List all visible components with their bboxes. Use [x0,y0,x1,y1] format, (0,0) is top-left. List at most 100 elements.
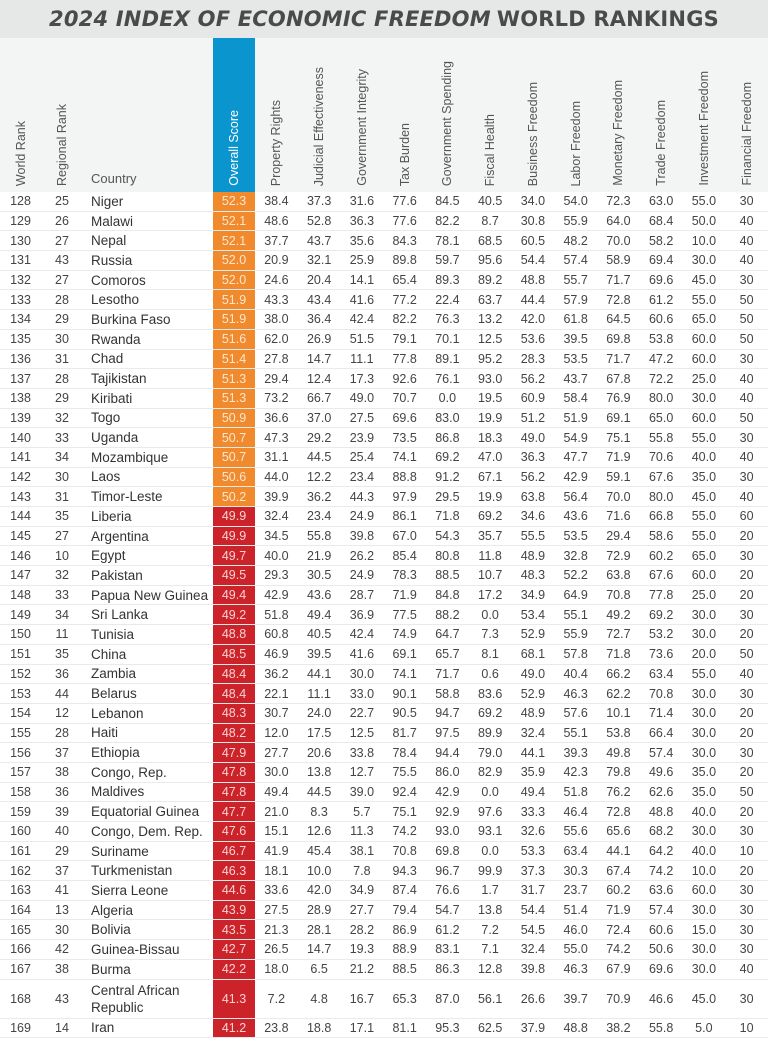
cell-trade-freedom: 65.0 [648,410,674,425]
cell-judicial-effectiveness: 11.1 [307,686,331,701]
cell-monetary-freedom: 74.2 [606,942,631,957]
table-row: 155 28 Haiti 48.2 12.0 17.5 12.5 81.7 97.5 89.9 32… [0,723,768,744]
overall-score-cell: 49.4 [213,585,255,605]
cell-business-freedom: 53.4 [520,607,546,622]
cell-judicial-effectiveness: 12.6 [306,824,332,839]
cell-labor-freedom: 61.8 [563,312,588,327]
cell-labor-freedom: 40.4 [563,666,588,681]
cell-regional-rank: 34 [55,607,69,622]
cell-government-spending: 69.2 [435,450,460,465]
cell-financial-freedom: 20 [739,863,754,878]
cell-fiscal-health: 19.9 [477,410,503,425]
cell-trade-freedom: 60.6 [648,312,674,327]
cell-financial-freedom: 20 [739,765,754,780]
cell-world-rank: 154 [10,706,31,721]
cell-investment-freedom: 60.0 [691,332,717,347]
cell-business-freedom: 31.7 [520,883,546,898]
cell-trade-freedom: 73.6 [648,647,674,662]
cell-government-integrity: 51.5 [349,332,375,347]
cell-fiscal-health: 89.2 [477,273,503,288]
cell-tax-burden: 90.5 [392,706,417,721]
table-row: 144 35 Liberia 49.9 32.4 23.4 24.9 86.1 71.8 69.2… [0,507,768,527]
cell-government-spending: 96.7 [435,863,460,878]
overall-score-cell: 52.0 [213,251,255,270]
cell-country: Tajikistan [91,371,147,387]
cell-trade-freedom: 80.0 [648,391,674,406]
cell-world-rank: 162 [10,863,31,878]
cell-world-rank: 158 [10,784,31,799]
cell-property-rights: 29.3 [264,568,289,583]
cell-trade-freedom: 69.6 [648,273,674,288]
cell-investment-freedom: 30.0 [691,627,717,642]
cell-business-freedom: 42.0 [520,312,546,327]
overall-score-cell: 46.7 [213,841,255,861]
cell-labor-freedom: 54.0 [563,194,588,209]
cell-tax-burden: 65.4 [392,273,417,288]
cell-judicial-effectiveness: 43.4 [306,292,332,307]
cell-property-rights: 36.2 [264,666,289,681]
cell-judicial-effectiveness: 20.6 [306,745,332,760]
cell-financial-freedom: 30 [739,903,754,918]
cell-government-integrity: 17.1 [349,1020,375,1035]
cell-tax-burden: 65.3 [392,991,417,1006]
cell-judicial-effectiveness: 21.9 [306,548,332,563]
cell-tax-burden: 74.1 [392,666,417,681]
table-row: 165 30 Bolivia 43.5 21.3 28.1 28.2 86.9 61.2 7.2 5… [0,920,768,941]
cell-government-spending: 65.7 [435,647,460,662]
cell-tax-burden: 75.1 [392,804,417,819]
cell-country: Mozambique [91,449,169,465]
cell-fiscal-health: 56.1 [477,991,503,1006]
cell-labor-freedom: 64.9 [563,588,588,603]
cell-monetary-freedom: 38.2 [606,1020,631,1035]
cell-business-freedom: 55.5 [520,529,546,544]
cell-property-rights: 43.3 [264,292,289,307]
cell-regional-rank: 28 [55,725,69,740]
cell-judicial-effectiveness: 36.2 [306,489,332,504]
cell-regional-rank: 25 [55,194,69,209]
cell-fiscal-health: 1.7 [481,883,499,898]
column-header-label: Overall Score [227,110,241,186]
cell-government-spending: 58.8 [435,686,460,701]
cell-business-freedom: 51.2 [520,410,546,425]
cell-world-rank: 150 [10,627,31,642]
cell-trade-freedom: 80.0 [648,489,674,504]
cell-country: Egypt [91,548,126,564]
cell-fiscal-health: 17.2 [477,588,503,603]
cell-regional-rank: 11 [55,627,69,642]
cell-monetary-freedom: 53.8 [606,725,631,740]
cell-business-freedom: 48.9 [520,548,546,563]
cell-tax-burden: 70.7 [392,391,417,406]
cell-judicial-effectiveness: 44.1 [306,666,332,681]
cell-trade-freedom: 58.6 [648,529,674,544]
column-header-regional-rank: Regional Rank [41,38,83,192]
cell-judicial-effectiveness: 14.7 [306,351,332,366]
overall-score-cell: 42.7 [213,940,255,959]
cell-country: Congo, Dem. Rep. [91,823,203,839]
column-header-labor-freedom: Labor Freedom [554,38,597,192]
cell-country: Comoros [91,272,146,288]
cell-labor-freedom: 23.7 [563,883,588,898]
title-italic: 2024 INDEX OF ECONOMIC FREEDOM [49,7,491,31]
cell-investment-freedom: 30.0 [691,706,717,721]
cell-world-rank: 166 [10,942,31,957]
cell-tax-burden: 75.5 [392,765,417,780]
cell-country: Suriname [91,843,149,859]
table-row: 164 13 Algeria 43.9 27.5 28.9 27.7 79.4 54.7 13.8… [0,900,768,921]
cell-monetary-freedom: 66.2 [606,666,631,681]
cell-investment-freedom: 30.0 [691,962,717,977]
cell-trade-freedom: 68.4 [648,214,674,229]
cell-fiscal-health: 0.0 [481,784,499,799]
cell-country: Haiti [91,725,119,741]
overall-score-cell: 50.6 [213,467,255,487]
cell-world-rank: 128 [10,194,31,209]
cell-tax-burden: 74.2 [392,824,417,839]
cell-monetary-freedom: 29.4 [606,529,631,544]
cell-regional-rank: 27 [55,529,69,544]
cell-labor-freedom: 55.1 [563,607,588,622]
cell-financial-freedom: 10 [739,1020,754,1035]
cell-judicial-effectiveness: 10.0 [306,863,332,878]
cell-government-integrity: 24.9 [349,509,375,524]
cell-tax-burden: 82.2 [392,312,417,327]
cell-investment-freedom: 20.0 [691,647,717,662]
cell-regional-rank: 30 [55,332,69,347]
